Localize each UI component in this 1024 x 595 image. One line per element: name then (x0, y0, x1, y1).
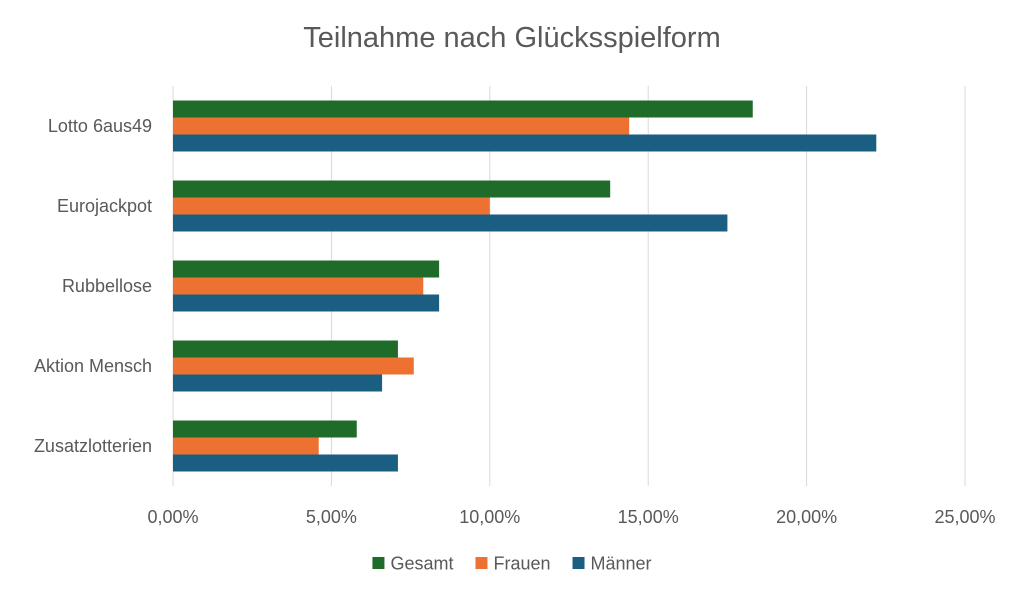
category-label: Lotto 6aus49 (48, 116, 152, 136)
category-labels: Lotto 6aus49 Eurojackpot Rubbellose Aktion … (34, 116, 152, 456)
legend-swatch-maenner (572, 557, 585, 569)
bar-frauen-aktion-mensch (173, 357, 414, 375)
x-tick-label: 0,00% (147, 507, 198, 527)
bar-frauen-rubbellose (173, 277, 424, 295)
legend-label-frauen: Frauen (493, 553, 550, 573)
x-tick-label: 5,00% (306, 507, 357, 527)
bar-gesamt-zusatzlotterien (173, 420, 357, 438)
bar-maenner-aktion-mensch (173, 374, 383, 392)
bar-gesamt-eurojackpot (173, 180, 611, 198)
bar-gesamt-lotto-6aus49 (173, 100, 753, 118)
chart-title: Teilnahme nach Glücksspielform (303, 22, 720, 54)
bars (173, 100, 877, 472)
legend-swatch-gesamt (372, 557, 385, 569)
x-tick-label: 20,00% (776, 507, 837, 527)
bar-frauen-lotto-6aus49 (173, 117, 630, 135)
gridlines (172, 86, 966, 486)
legend-swatch-frauen (475, 557, 488, 569)
bar-maenner-rubbellose (173, 294, 440, 312)
bar-frauen-zusatzlotterien (173, 437, 319, 455)
bar-maenner-eurojackpot (173, 214, 728, 232)
legend: Gesamt Frauen Männer (372, 553, 652, 573)
x-tick-labels: 0,00% 5,00% 10,00% 15,00% 20,00% 25,00% (147, 507, 995, 527)
x-tick-label: 10,00% (459, 507, 520, 527)
category-label: Zusatzlotterien (34, 436, 152, 456)
bar-maenner-lotto-6aus49 (173, 134, 877, 152)
bar-maenner-zusatzlotterien (173, 454, 398, 472)
legend-label-gesamt: Gesamt (390, 553, 453, 573)
x-tick-label: 15,00% (618, 507, 679, 527)
x-tick-label: 25,00% (934, 507, 995, 527)
category-label: Rubbellose (62, 276, 152, 296)
bar-gesamt-rubbellose (173, 260, 440, 278)
category-label: Eurojackpot (57, 196, 152, 216)
bar-frauen-eurojackpot (173, 197, 490, 215)
category-label: Aktion Mensch (34, 356, 152, 376)
bar-gesamt-aktion-mensch (173, 340, 398, 358)
legend-label-maenner: Männer (591, 553, 652, 573)
